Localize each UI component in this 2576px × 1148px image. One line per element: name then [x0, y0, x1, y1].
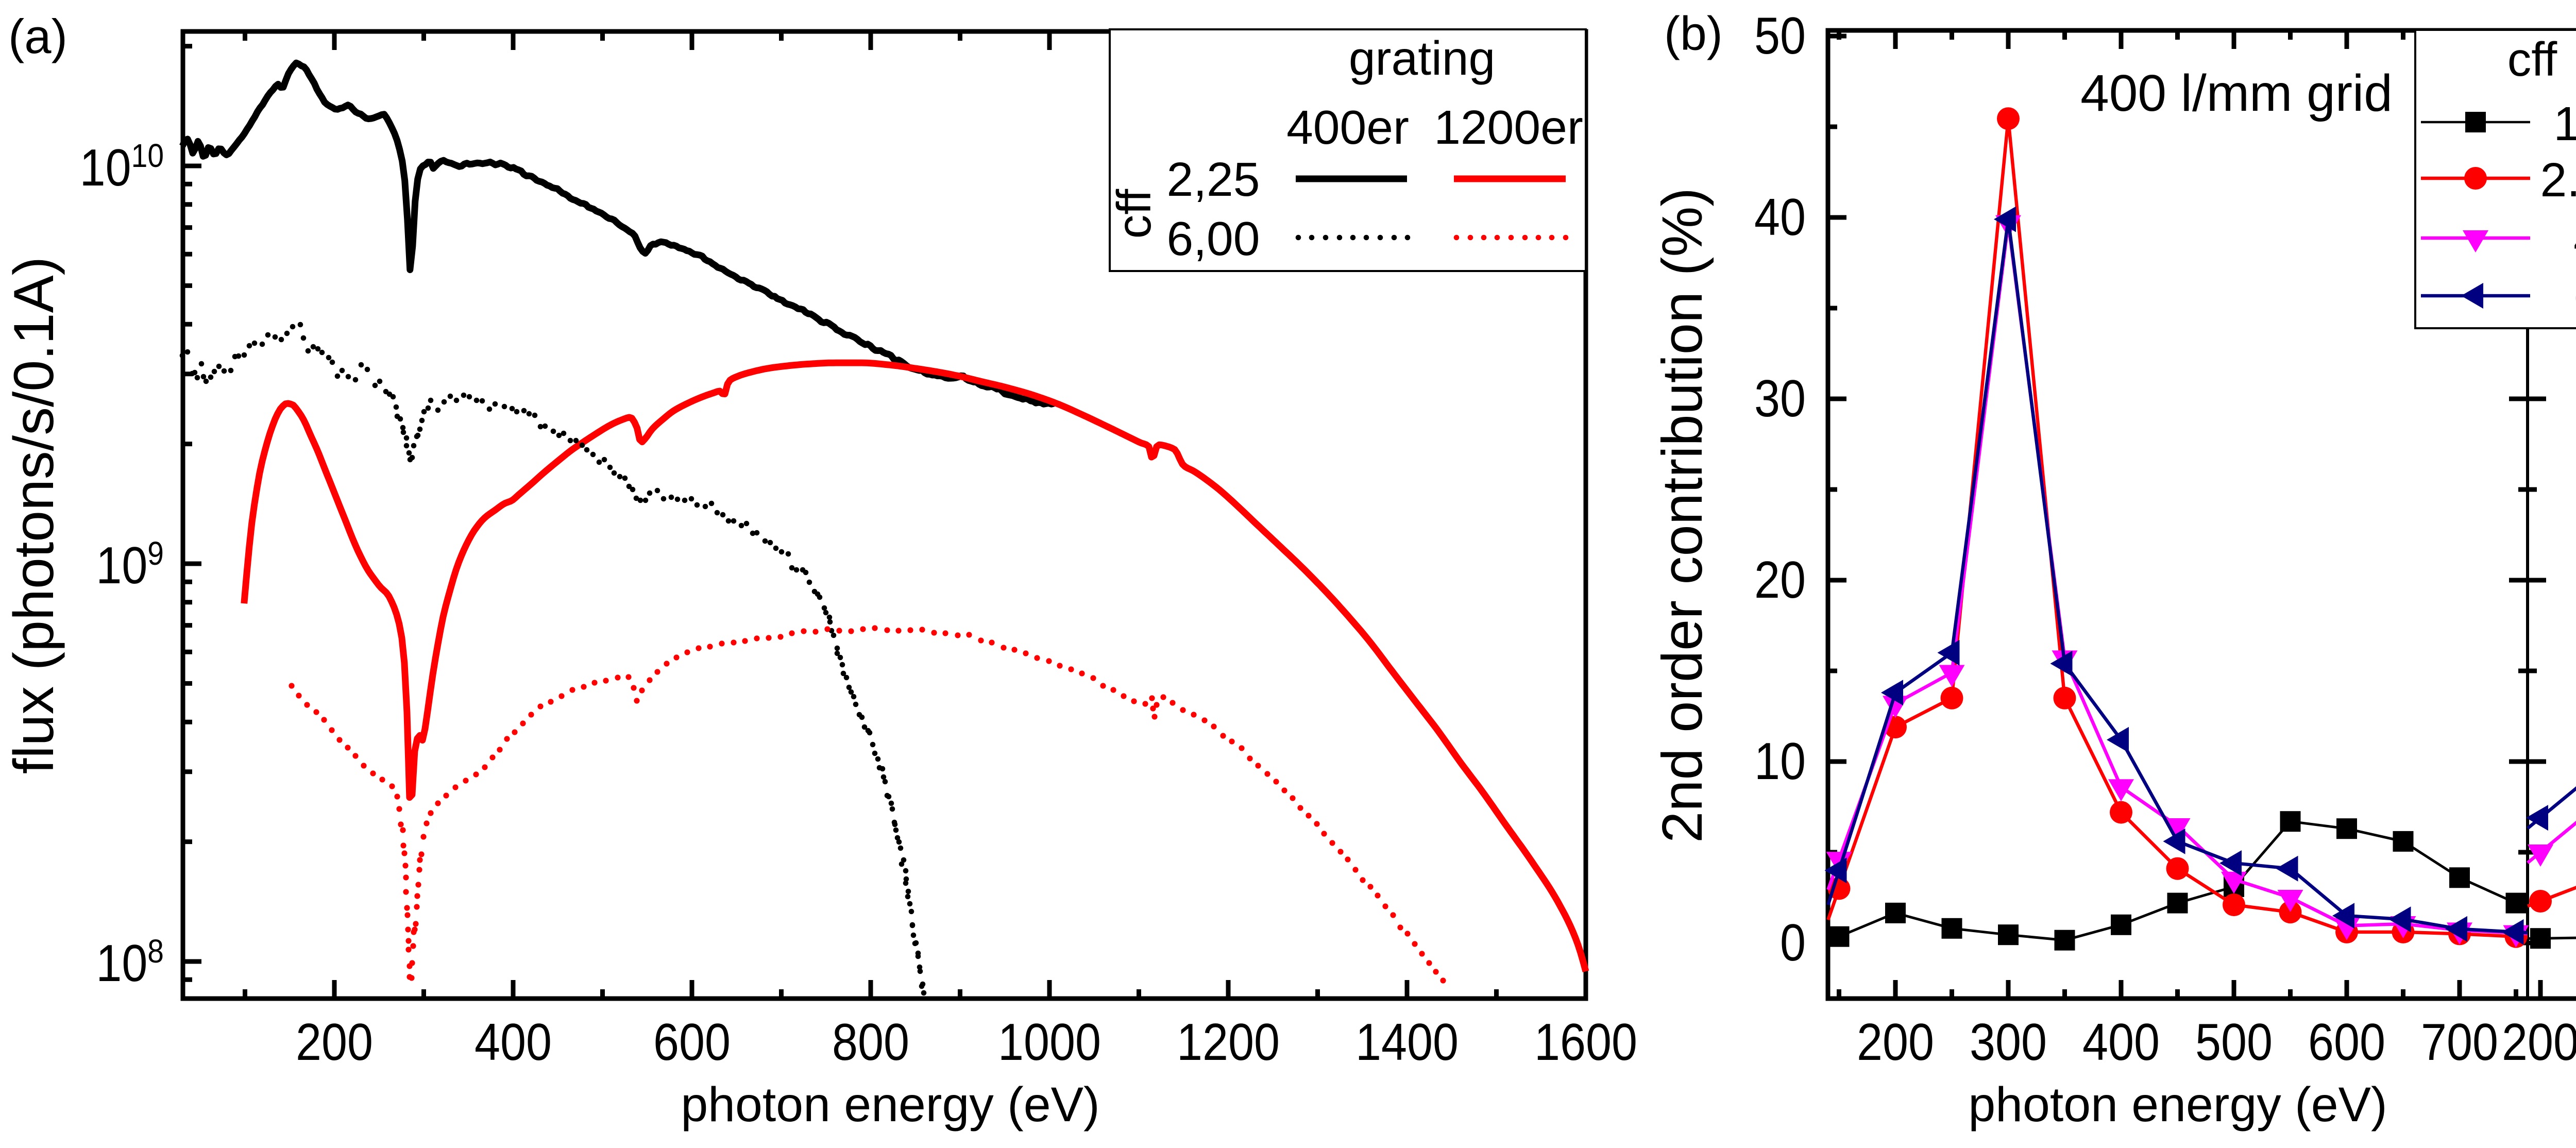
- svg-text:grating: grating: [1349, 31, 1495, 85]
- svg-text:0: 0: [1780, 914, 1806, 972]
- svg-text:400 l/mm grid: 400 l/mm grid: [2080, 64, 2393, 122]
- svg-text:flux (photons/s/0.1A): flux (photons/s/0.1A): [3, 257, 65, 774]
- svg-text:2,25: 2,25: [1166, 153, 1260, 206]
- svg-text:1.5: 1.5: [2553, 97, 2576, 150]
- svg-text:40: 40: [1754, 188, 1806, 246]
- svg-text:400: 400: [474, 1013, 552, 1071]
- svg-text:600: 600: [653, 1013, 731, 1071]
- svg-text:700: 700: [2421, 1013, 2498, 1071]
- svg-text:photon energy (eV): photon energy (eV): [1968, 1077, 2387, 1132]
- svg-text:photon energy (eV): photon energy (eV): [681, 1077, 1099, 1132]
- svg-text:400: 400: [2082, 1013, 2160, 1071]
- svg-text:50: 50: [1754, 7, 1806, 65]
- svg-text:4: 4: [2573, 213, 2576, 266]
- svg-text:6,00: 6,00: [1166, 212, 1260, 265]
- svg-text:200: 200: [1857, 1013, 1934, 1071]
- svg-text:2nd order contribution (%): 2nd order contribution (%): [1651, 188, 1714, 843]
- svg-text:1000: 1000: [998, 1013, 1101, 1071]
- svg-text:600: 600: [2308, 1013, 2385, 1071]
- svg-text:6: 6: [2573, 271, 2576, 324]
- svg-text:1200er: 1200er: [1434, 100, 1583, 154]
- svg-text:400er: 400er: [1286, 100, 1409, 154]
- svg-text:500: 500: [2195, 1013, 2273, 1071]
- svg-text:300: 300: [1970, 1013, 2047, 1071]
- svg-text:cff: cff: [1107, 189, 1161, 239]
- svg-text:200: 200: [296, 1013, 373, 1071]
- svg-text:1400: 1400: [1355, 1013, 1459, 1071]
- svg-text:30: 30: [1754, 369, 1806, 428]
- svg-text:800: 800: [832, 1013, 909, 1071]
- svg-text:(b): (b): [1664, 7, 1723, 60]
- svg-text:(a): (a): [8, 9, 67, 63]
- svg-text:10: 10: [1754, 732, 1806, 790]
- svg-text:20: 20: [1754, 551, 1806, 609]
- svg-text:cff: cff: [2507, 32, 2557, 86]
- svg-text:2.25: 2.25: [2540, 153, 2576, 207]
- svg-text:200: 200: [2502, 1013, 2576, 1071]
- svg-text:1600: 1600: [1534, 1013, 1637, 1071]
- svg-text:1200: 1200: [1177, 1013, 1280, 1071]
